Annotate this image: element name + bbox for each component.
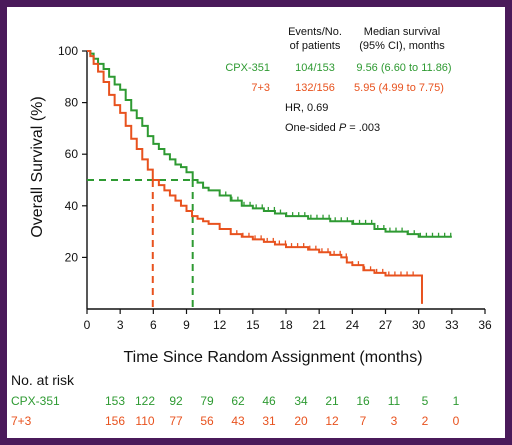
y-tick-label: 100	[58, 44, 78, 58]
chart-frame: 0 3 6 9 12 15 18 21 24 27 30 33 36 20 40 60 80 100 Time S…	[7, 7, 505, 438]
risk-cell: 79	[200, 394, 214, 408]
risk-cell: 21	[325, 394, 339, 408]
y-tick-label: 60	[65, 147, 79, 161]
legend-header-events-2: of patients	[290, 40, 341, 52]
legend-series-cpx351-name: CPX-351	[225, 62, 270, 74]
x-tick-label: 24	[346, 318, 360, 332]
x-tick-label: 33	[445, 318, 459, 332]
y-tick-label: 20	[65, 250, 79, 264]
risk-cell: 5	[422, 394, 429, 408]
risk-cell: 31	[262, 414, 276, 428]
risk-cell: 20	[294, 414, 308, 428]
risk-cell: 92	[169, 394, 183, 408]
x-tick-label: 15	[246, 318, 260, 332]
x-tick-label: 18	[279, 318, 293, 332]
risk-cell: 77	[169, 414, 183, 428]
y-tick-label: 80	[65, 96, 79, 110]
y-axis-label: Overall Survival (%)	[29, 96, 46, 237]
legend-series-73-events: 132/156	[295, 82, 335, 94]
x-tick-label: 3	[117, 318, 124, 332]
curve-73	[87, 50, 423, 304]
x-tick-label: 12	[213, 318, 227, 332]
risk-cell: 43	[231, 414, 245, 428]
p-value-prefix: One-sided	[285, 122, 339, 134]
risk-table-title: No. at risk	[11, 372, 75, 388]
risk-cell: 62	[231, 394, 245, 408]
censor-marks	[219, 191, 452, 276]
risk-cell: 2	[422, 414, 429, 428]
x-tick-label: 9	[183, 318, 190, 332]
risk-row-label: CPX-351	[11, 394, 60, 408]
survival-curves	[87, 50, 452, 304]
risk-cell: 156	[105, 414, 125, 428]
risk-cell: 153	[105, 394, 125, 408]
x-tick-label: 36	[478, 318, 492, 332]
y-tick-label: 40	[65, 199, 79, 213]
legend-series-cpx351-median: 9.56 (6.60 to 11.86)	[356, 62, 451, 74]
legend-header-median-1: Median survival	[364, 26, 440, 38]
x-tick-label: 27	[379, 318, 393, 332]
risk-row-label: 7+3	[11, 414, 32, 428]
legend-series-73-median: 5.95 (4.99 to 7.75)	[354, 82, 444, 94]
legend-series-cpx351-events: 104/153	[295, 62, 335, 74]
risk-cell: 7	[360, 414, 367, 428]
hazard-ratio: HR, 0.69	[285, 102, 328, 114]
risk-cell: 1	[453, 394, 460, 408]
risk-cell: 3	[391, 414, 398, 428]
p-value-symbol: P	[339, 122, 347, 134]
risk-cell: 0	[453, 414, 460, 428]
risk-cell: 34	[294, 394, 308, 408]
curve-cpx351	[87, 50, 452, 238]
legend-header-events-1: Events/No.	[288, 26, 342, 38]
risk-cell: 16	[356, 394, 370, 408]
legend-series-73-name: 7+3	[251, 82, 270, 94]
x-tick-label: 0	[84, 318, 91, 332]
x-tick-label: 30	[412, 318, 426, 332]
x-axis-label: Time Since Random Assignment (months)	[123, 349, 422, 366]
legend-header-median-2: (95% CI), months	[359, 40, 445, 52]
legend-table: Events/No. of patients Median survival (…	[225, 26, 451, 134]
risk-cell: 46	[262, 394, 276, 408]
risk-cell: 122	[135, 394, 155, 408]
risk-cell: 11	[388, 394, 401, 408]
x-tick-label: 21	[312, 318, 326, 332]
x-tick-label: 6	[150, 318, 157, 332]
risk-cell: 56	[200, 414, 214, 428]
p-value: One-sided P = .003	[285, 122, 380, 134]
risk-cell: 110	[135, 414, 154, 428]
risk-table: CPX-351 153 122 92 79 62 46 34 21 16 11 5 17+3 156 110…	[11, 394, 460, 428]
median-lines	[87, 179, 194, 309]
p-value-suffix: = .003	[346, 122, 380, 134]
risk-cell: 12	[325, 414, 339, 428]
